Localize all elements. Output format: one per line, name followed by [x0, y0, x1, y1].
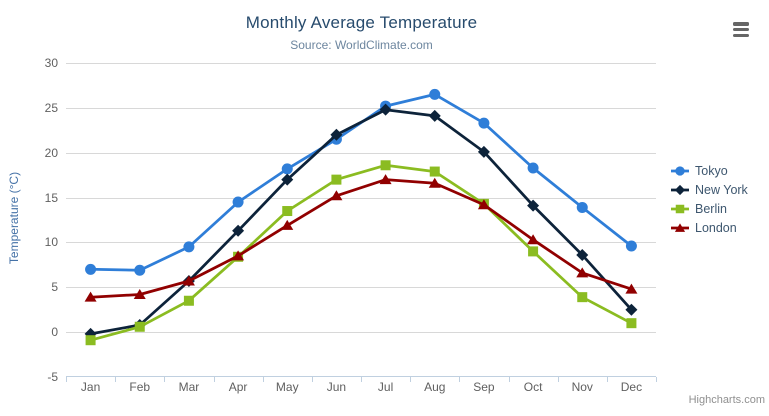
series-point-new-york[interactable]: [477, 145, 490, 158]
series-point-london[interactable]: [625, 283, 638, 294]
series-line-london[interactable]: [89, 178, 633, 299]
series-point-berlin[interactable]: [331, 174, 342, 185]
x-axis-tick-label: Oct: [524, 380, 543, 394]
series-point-new-york[interactable]: [576, 248, 589, 261]
series-point-london[interactable]: [428, 177, 441, 188]
series-point-berlin[interactable]: [183, 295, 194, 306]
triangle-marker-icon: [671, 222, 689, 232]
legend-item-label: New York: [695, 182, 748, 197]
series-point-new-york[interactable]: [527, 199, 540, 212]
credits-link[interactable]: Highcharts.com: [688, 394, 765, 406]
legend-item-label: Tokyo: [695, 163, 728, 178]
series-point-berlin[interactable]: [85, 335, 96, 346]
hamburger-icon: [733, 22, 749, 26]
square-marker-icon: [671, 204, 689, 213]
series-point-london[interactable]: [84, 291, 97, 302]
series-line-berlin[interactable]: [89, 163, 633, 342]
legend-item-berlin[interactable]: Berlin: [670, 199, 748, 218]
series-point-berlin[interactable]: [577, 292, 588, 303]
x-axis-tick-label: Jul: [378, 380, 393, 394]
series-point-new-york[interactable]: [428, 109, 441, 122]
legend-item-tokyo[interactable]: Tokyo: [670, 161, 748, 180]
legend-item-new-york[interactable]: New York: [670, 180, 748, 199]
series-point-tokyo[interactable]: [625, 240, 637, 252]
legend-item-london[interactable]: London: [670, 218, 748, 237]
x-axis-tick-label: Mar: [179, 380, 200, 394]
triangle-marker-shape: [674, 222, 686, 232]
x-axis-tick-label: Dec: [621, 380, 642, 394]
series-point-berlin[interactable]: [282, 206, 293, 217]
series-point-london[interactable]: [281, 219, 294, 230]
series-point-berlin[interactable]: [528, 246, 539, 257]
series-point-new-york[interactable]: [281, 173, 294, 186]
series-point-new-york[interactable]: [232, 224, 245, 237]
series-point-london[interactable]: [576, 267, 589, 278]
chart-header: Monthly Average Temperature Source: Worl…: [0, 13, 723, 52]
x-axis-tick-label: Sep: [473, 380, 495, 394]
series-point-new-york[interactable]: [625, 303, 638, 316]
circle-marker-icon: [671, 165, 689, 176]
series-point-london[interactable]: [182, 275, 195, 286]
series-point-berlin[interactable]: [429, 166, 440, 177]
hamburger-icon: [733, 27, 749, 32]
series-point-new-york[interactable]: [330, 128, 343, 141]
y-axis-title: Temperature (°C): [7, 171, 21, 265]
series-point-london[interactable]: [232, 250, 245, 261]
series-point-london[interactable]: [477, 199, 490, 210]
series-point-tokyo[interactable]: [527, 162, 539, 174]
series-point-tokyo[interactable]: [281, 163, 293, 175]
series-point-tokyo[interactable]: [232, 196, 244, 208]
series-point-tokyo[interactable]: [85, 263, 97, 275]
x-axis-tick-label: Nov: [572, 380, 593, 394]
legend-item-label: London: [695, 220, 737, 235]
series-point-berlin[interactable]: [380, 160, 391, 171]
y-axis-tick-label: 30: [45, 56, 59, 70]
series-point-berlin[interactable]: [626, 318, 637, 329]
series-point-tokyo[interactable]: [429, 88, 441, 100]
series-point-tokyo[interactable]: [576, 201, 588, 213]
x-axis-tick-label: Feb: [129, 380, 150, 394]
y-axis-tick-label: 10: [45, 235, 59, 249]
series-point-london[interactable]: [133, 288, 146, 299]
y-axis-tick-label: 5: [51, 280, 58, 294]
series-point-berlin[interactable]: [134, 321, 145, 332]
series-point-tokyo[interactable]: [134, 264, 146, 276]
series-point-tokyo[interactable]: [183, 241, 195, 253]
square-marker-shape: [675, 204, 685, 213]
series-point-london[interactable]: [330, 190, 343, 201]
x-axis-tick-label: Aug: [424, 380, 445, 394]
series-line-new-york[interactable]: [89, 108, 633, 336]
y-axis-tick-label: 20: [45, 146, 59, 160]
diamond-marker-shape: [674, 184, 686, 195]
legend: Tokyo New York Berlin London: [670, 161, 748, 237]
chart-subtitle: Source: WorldClimate.com: [290, 38, 433, 52]
diamond-marker-icon: [671, 184, 689, 195]
x-axis-tick-label: Jun: [327, 380, 346, 394]
chart-title: Monthly Average Temperature: [245, 13, 478, 32]
series-point-london[interactable]: [379, 174, 392, 185]
y-axis-tick-label: -5: [47, 370, 58, 384]
x-axis-tick-label: May: [276, 380, 299, 394]
legend-item-label: Berlin: [695, 201, 727, 216]
series-point-new-york[interactable]: [379, 103, 392, 116]
series-point-london[interactable]: [527, 234, 540, 245]
y-axis-tick-label: 15: [45, 191, 59, 205]
hamburger-icon: [733, 33, 749, 37]
x-axis-tick-label: Jan: [81, 380, 100, 394]
y-axis-tick-label: 0: [51, 325, 58, 339]
context-menu-button[interactable]: [733, 22, 749, 37]
series-point-tokyo[interactable]: [478, 117, 490, 129]
circle-marker-shape: [675, 165, 685, 176]
x-axis-tick-label: Apr: [229, 380, 248, 394]
y-axis-tick-label: 25: [45, 101, 59, 115]
